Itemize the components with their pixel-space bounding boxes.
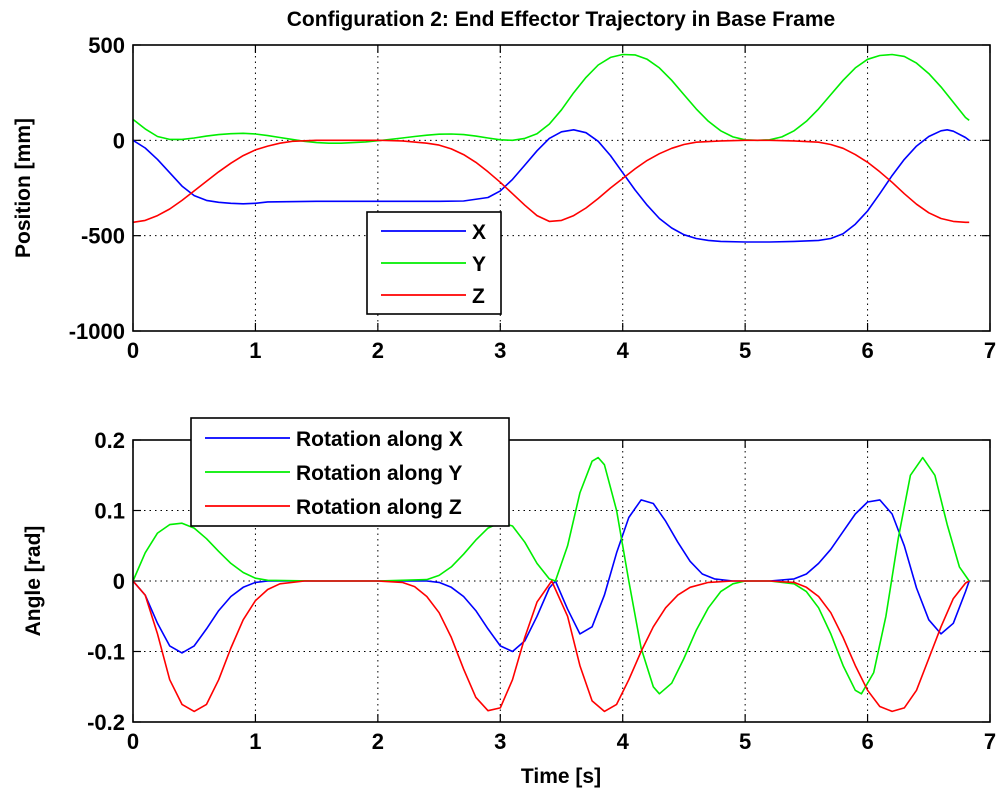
y-tick-label: -500 xyxy=(81,224,125,249)
x-tick-label: 4 xyxy=(617,729,630,754)
y-tick-label: 500 xyxy=(88,33,125,58)
legend: Rotation along X Rotation along Y Rotation… xyxy=(190,417,510,527)
x-tick-label: 4 xyxy=(617,338,630,363)
series-line-x xyxy=(132,129,970,243)
x-tick-label: 5 xyxy=(739,729,751,754)
y-tick-label: -1000 xyxy=(69,319,125,344)
x-tick-label: 3 xyxy=(494,729,506,754)
y-tick-label: 0 xyxy=(113,569,125,594)
x-tick-label: 2 xyxy=(372,729,384,754)
legend-label: Rotation along X xyxy=(296,428,463,451)
x-tick-label: 0 xyxy=(127,729,139,754)
angle-axes: 0 1 2 3 4 5 6 7 -0.2 -0.1 0 0.1 0.2 Angle [rad] Rotati… xyxy=(22,417,996,754)
series-line-rotation-along-x xyxy=(132,499,970,654)
x-tick-label: 0 xyxy=(127,338,139,363)
x-tick-label: 2 xyxy=(372,338,384,363)
x-tick-label: 3 xyxy=(494,338,506,363)
y-tick-label: 0.1 xyxy=(94,499,125,524)
plot-frame xyxy=(132,44,991,332)
series-line-z xyxy=(132,139,970,224)
position-axes: 0 1 2 3 4 5 6 7 -1000 -500 0 500 Position [mm] XYZ xyxy=(12,33,996,363)
legend-label: Y xyxy=(472,253,486,276)
y-axis-label: Angle [rad] xyxy=(22,526,45,637)
series-line-rotation-along-y xyxy=(132,456,970,695)
x-tick-label: 7 xyxy=(984,729,996,754)
x-tick-label: 7 xyxy=(984,338,996,363)
series-line-y xyxy=(132,53,970,144)
y-tick-label: -0.1 xyxy=(87,640,125,665)
legend-label: Rotation along Z xyxy=(296,496,462,519)
y-tick-label: 0.2 xyxy=(94,428,125,453)
y-tick-label: -0.2 xyxy=(87,710,125,735)
x-tick-label: 6 xyxy=(861,338,873,363)
plot-frame xyxy=(132,439,991,723)
series-line-rotation-along-z xyxy=(132,580,970,713)
figure-title: Configuration 2: End Effector Trajectory… xyxy=(287,8,835,31)
x-tick-label: 6 xyxy=(861,729,873,754)
x-tick-label: 1 xyxy=(249,729,261,754)
legend: XYZ xyxy=(366,211,502,315)
x-tick-label: 5 xyxy=(739,338,751,363)
legend-label: Rotation along Y xyxy=(296,462,462,485)
legend-label: Z xyxy=(472,285,485,308)
x-tick-label: 1 xyxy=(249,338,261,363)
legend-label: X xyxy=(472,221,486,244)
x-axis-label: Time [s] xyxy=(521,765,601,788)
y-axis-label: Position [mm] xyxy=(12,118,35,258)
y-tick-label: 0 xyxy=(113,128,125,153)
